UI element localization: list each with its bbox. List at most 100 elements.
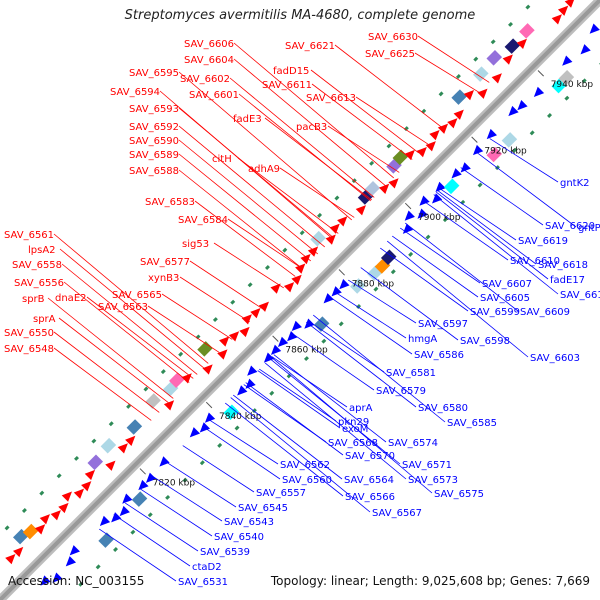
forward-gene-arrow bbox=[241, 314, 252, 325]
outer-marker bbox=[130, 529, 136, 535]
forward-gene-arrow bbox=[404, 149, 415, 161]
forward-gene-block bbox=[197, 341, 213, 357]
reverse-gene-label: hmgA bbox=[408, 334, 437, 345]
reverse-gene-arrow bbox=[122, 493, 133, 504]
outer-marker bbox=[160, 369, 166, 375]
forward-gene-arrow bbox=[61, 491, 72, 502]
reverse-gene-label: SAV_6539 bbox=[200, 547, 250, 558]
forward-gene-arrow bbox=[13, 546, 24, 558]
outer-marker bbox=[108, 421, 114, 427]
forward-gene-label: SAV_6630 bbox=[368, 32, 418, 43]
forward-gene-label: SAV_6548 bbox=[4, 344, 54, 355]
forward-gene-label: sig53 bbox=[182, 239, 209, 250]
outer-marker bbox=[212, 317, 218, 323]
forward-gene-arrow bbox=[355, 205, 366, 216]
forward-gene-arrow bbox=[307, 246, 319, 257]
forward-label-connector bbox=[213, 242, 284, 289]
outer-marker bbox=[390, 269, 396, 275]
reverse-label-connector bbox=[99, 528, 177, 582]
reverse-label-connector bbox=[460, 167, 544, 226]
reverse-label-connector bbox=[271, 356, 348, 408]
forward-label-connector bbox=[179, 276, 250, 323]
reverse-gene-arrow bbox=[331, 286, 342, 297]
outer-marker bbox=[251, 408, 257, 414]
forward-label-connector bbox=[59, 248, 205, 369]
outer-marker bbox=[425, 234, 431, 240]
outer-marker bbox=[547, 113, 553, 119]
outer-marker bbox=[182, 477, 188, 483]
reverse-gene-block bbox=[98, 532, 114, 548]
reverse-label-connector bbox=[232, 394, 343, 480]
forward-gene-block bbox=[87, 454, 104, 471]
outer-marker bbox=[95, 564, 101, 570]
forward-label-connector bbox=[355, 96, 428, 145]
reverse-gene-label: SAV_6619 bbox=[518, 236, 568, 247]
reverse-gene-label: fadE17 bbox=[550, 275, 585, 286]
forward-label-connector bbox=[233, 42, 395, 179]
reverse-label-connector bbox=[425, 202, 509, 261]
reverse-gene-label: SAV_6605 bbox=[480, 293, 530, 304]
reverse-gene-arrow bbox=[111, 512, 122, 523]
reverse-label-connector bbox=[433, 194, 559, 295]
reverse-gene-arrow bbox=[40, 575, 51, 586]
reverse-gene-label: ctaD2 bbox=[192, 562, 222, 573]
reverse-label-connector bbox=[245, 382, 344, 456]
reverse-gene-label: SAV_6579 bbox=[376, 386, 426, 397]
tick-mark bbox=[139, 468, 146, 475]
forward-gene-arrow bbox=[228, 331, 240, 342]
reverse-label-connector bbox=[439, 188, 517, 241]
reverse-label-connector bbox=[392, 235, 479, 298]
forward-gene-arrow bbox=[283, 282, 295, 293]
reverse-gene-arrow bbox=[119, 505, 130, 517]
outer-marker bbox=[74, 455, 79, 461]
forward-label-connector bbox=[147, 305, 220, 353]
forward-gene-label: SAV_6584 bbox=[178, 215, 228, 226]
forward-gene-arrow bbox=[516, 38, 527, 50]
forward-gene-label: SAV_6577 bbox=[140, 257, 190, 268]
outer-marker bbox=[373, 286, 379, 292]
forward-gene-label: SAV_6621 bbox=[285, 41, 335, 52]
forward-gene-arrow bbox=[105, 460, 116, 471]
forward-gene-label: SAV_6589 bbox=[129, 150, 179, 161]
forward-gene-arrow bbox=[337, 216, 348, 227]
forward-gene-arrow bbox=[50, 510, 61, 521]
reverse-label-connector bbox=[404, 222, 519, 312]
forward-gene-arrow bbox=[453, 109, 464, 120]
reverse-gene-label: SAV_6599 bbox=[470, 307, 520, 318]
reverse-gene-block bbox=[223, 404, 239, 420]
reverse-gene-label: gntK2 bbox=[560, 178, 590, 189]
forward-gene-block bbox=[473, 66, 489, 82]
reverse-gene-arrow bbox=[277, 336, 289, 348]
outer-marker bbox=[39, 490, 45, 496]
forward-gene-label: fadE3 bbox=[233, 114, 262, 125]
forward-gene-arrow bbox=[502, 54, 513, 65]
reverse-gene-arrow bbox=[291, 320, 302, 332]
forward-gene-arrow bbox=[258, 301, 270, 312]
forward-label-connector bbox=[58, 317, 170, 404]
reverse-label-connector bbox=[435, 191, 549, 280]
forward-gene-label: SAV_6601 bbox=[189, 90, 239, 101]
forward-gene-label: SAV_6565 bbox=[112, 290, 162, 301]
forward-label-connector bbox=[327, 125, 400, 173]
outer-marker bbox=[369, 160, 375, 166]
reverse-gene-arrow bbox=[65, 556, 77, 567]
forward-gene-arrow bbox=[551, 14, 562, 25]
reverse-gene-label: SAV_6597 bbox=[418, 319, 468, 330]
forward-gene-arrow bbox=[291, 274, 302, 286]
forward-label-connector bbox=[53, 347, 152, 421]
tick-label: 7940 kbp bbox=[551, 80, 594, 90]
reverse-gene-label: SAV_6562 bbox=[280, 460, 330, 471]
outer-marker bbox=[199, 460, 205, 466]
forward-gene-label: SAV_6550 bbox=[4, 328, 54, 339]
reverse-gene-arrow bbox=[99, 515, 111, 527]
outer-marker bbox=[264, 264, 270, 270]
reverse-gene-label: SAV_6615 bbox=[560, 290, 600, 301]
map-title: Streptomyces avermitilis MA-4680, comple… bbox=[124, 8, 476, 23]
forward-gene-arrow bbox=[219, 336, 230, 347]
forward-gene-label: SAV_6595 bbox=[129, 68, 179, 79]
reverse-gene-label: SAV_6610 bbox=[510, 256, 560, 267]
reverse-gene-arrow bbox=[138, 479, 149, 491]
reverse-gene-arrow bbox=[533, 86, 545, 98]
reverse-gene-label: SAV_6609 bbox=[520, 307, 570, 318]
